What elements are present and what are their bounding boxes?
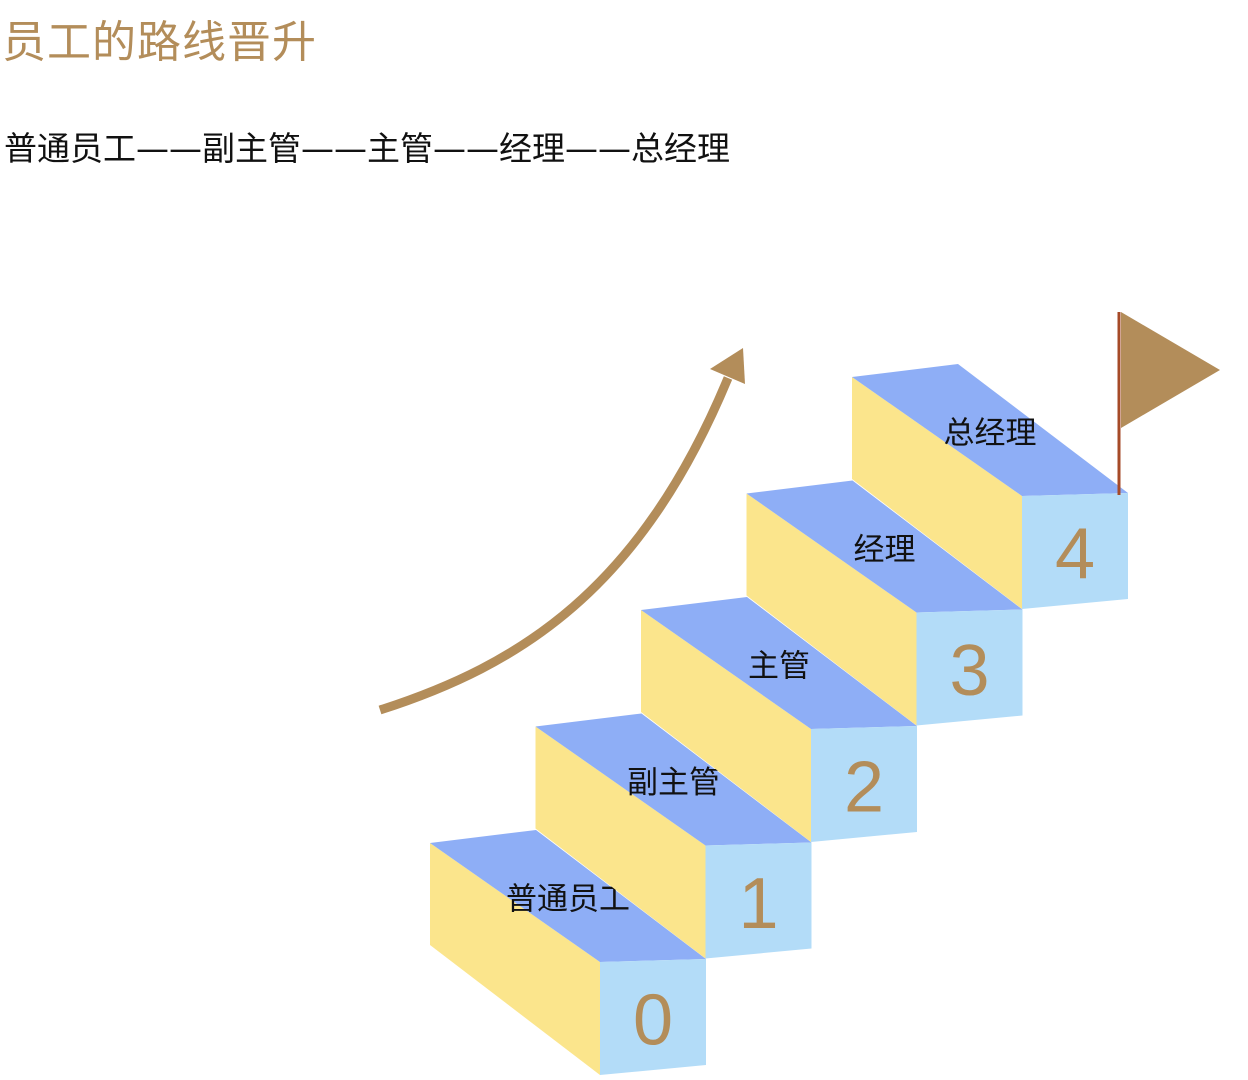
step-1-number: 1 (738, 864, 778, 944)
page-title: 员工的路线晋升 (2, 17, 317, 68)
step-2-side (641, 610, 811, 842)
step-3-top (746, 480, 1023, 613)
step-0-number: 0 (633, 981, 673, 1061)
growth-arrow-head (710, 348, 745, 384)
step-0-front (600, 959, 706, 1075)
step-4-label: 总经理 (944, 416, 1037, 452)
step-2-number: 2 (844, 748, 884, 828)
flag-cloth (1121, 312, 1220, 428)
step-0-label: 普通员工 (506, 882, 630, 918)
step-3: 3 经理 (746, 480, 1023, 726)
step-1-front (705, 842, 812, 959)
step-0: 0 普通员工 (430, 830, 706, 1075)
step-4-front (1022, 493, 1128, 609)
step-0-side (430, 843, 600, 1075)
step-3-number: 3 (949, 631, 989, 711)
step-2-label: 主管 (748, 649, 810, 685)
step-1-side (535, 726, 706, 959)
step-4-top (852, 364, 1128, 496)
step-4-side (852, 377, 1022, 609)
career-path-text: 普通员工——副主管——主管——经理——总经理 (4, 129, 730, 168)
step-2-front (811, 726, 917, 842)
step-0-top (430, 830, 706, 962)
step-1-label: 副主管 (627, 765, 720, 801)
step-2-top (641, 597, 917, 729)
step-3-side (746, 493, 917, 726)
step-4-number: 4 (1055, 515, 1095, 595)
step-2: 2 主管 (641, 597, 917, 842)
step-3-label: 经理 (854, 532, 916, 568)
step-4: 4 总经理 (852, 364, 1128, 609)
step-3-front (916, 609, 1023, 726)
growth-arrow-curve (378, 376, 733, 715)
steps-group: 0 普通员工 1 副主管 2 主管 3 经理 4 总经理 (430, 364, 1128, 1075)
step-1-top (535, 713, 812, 846)
flag-icon (1117, 312, 1220, 495)
step-1: 1 副主管 (535, 713, 812, 959)
